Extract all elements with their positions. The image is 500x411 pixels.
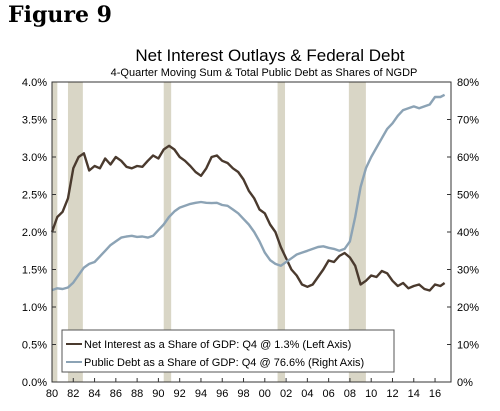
x-tick-label: 06: [323, 388, 335, 400]
x-tick-label: 94: [195, 388, 207, 400]
series-line-0: [50, 144, 446, 292]
x-tick-label: 82: [67, 388, 79, 400]
chart-title: Net Interest Outlays & Federal Debt: [135, 46, 405, 65]
x-tick-label: 80: [46, 388, 58, 400]
x-tick-label: 90: [152, 388, 164, 400]
y-right-tick-label: 30%: [457, 265, 479, 277]
y-left-tick-label: 1.5%: [22, 265, 47, 277]
x-tick-label: 98: [237, 388, 249, 400]
y-left-tick-label: 0.5%: [22, 340, 47, 352]
recession-band-2: [163, 82, 172, 382]
y-right-tick-label: 50%: [457, 190, 479, 202]
x-tick-label: 08: [344, 388, 356, 400]
series-lines: [50, 93, 446, 292]
x-tick-label: 04: [301, 388, 313, 400]
chart-subtitle: 4-Quarter Moving Sum & Total Public Debt…: [111, 67, 418, 79]
legend: Net Interest as a Share of GDP: Q4 @ 1.3…: [61, 329, 395, 373]
y-left-tick-label: 2.0%: [22, 227, 47, 239]
x-tick-label: 16: [429, 388, 441, 400]
y-left-tick-label: 3.5%: [22, 115, 47, 127]
y-right-tick-label: 80%: [457, 77, 479, 89]
y-left-tick-label: 2.5%: [22, 190, 47, 202]
y-right-tick-label: 0%: [457, 377, 473, 389]
x-tick-label: 88: [131, 388, 143, 400]
y-left-tick-label: 3.0%: [22, 152, 47, 164]
y-right-tick-label: 40%: [457, 227, 479, 239]
figure-label: Figure 9: [8, 2, 112, 28]
y-left-tick-label: 0.0%: [22, 377, 47, 389]
x-tick-label: 14: [408, 388, 420, 400]
y-left-tick-label: 4.0%: [22, 77, 47, 89]
legend-box: [61, 329, 395, 373]
x-tick-label: 12: [386, 388, 398, 400]
y-right-tick-label: 20%: [457, 302, 479, 314]
recession-band-4: [348, 82, 366, 382]
axes: 0.0% 0.5% 1.0% 1.5% 2.0% 2.5% 3.0% 3.5% 4.0% 0% 10…: [22, 77, 479, 400]
y-left-tick-label: 1.0%: [22, 302, 47, 314]
x-tick-label: 96: [216, 388, 228, 400]
x-tick-label: 84: [88, 388, 100, 400]
y-right-tick-label: 10%: [457, 340, 479, 352]
x-tick-label: 92: [174, 388, 186, 400]
series-line-1: [51, 93, 446, 292]
x-tick-label: 10: [365, 388, 377, 400]
legend-label-net-interest: Net Interest as a Share of GDP: Q4 @ 1.3…: [84, 339, 351, 351]
recession-band-3: [277, 82, 286, 382]
y-right-tick-label: 70%: [457, 115, 479, 127]
legend-label-public-debt: Public Debt as a Share of GDP: Q4 @ 76.6…: [84, 357, 364, 369]
x-tick-label: 00: [259, 388, 271, 400]
x-tick-label: 86: [110, 388, 122, 400]
x-tick-label: 02: [280, 388, 292, 400]
y-right-tick-label: 60%: [457, 152, 479, 164]
